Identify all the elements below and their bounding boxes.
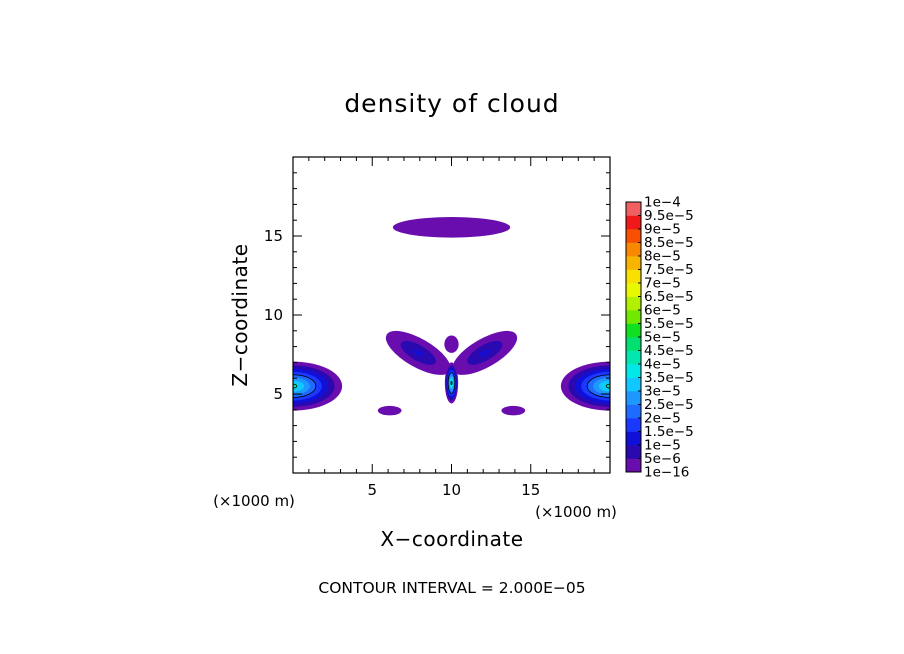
contour-interval-note: CONTOUR INTERVAL = 2.000E−05 (318, 579, 585, 597)
colorbar-label: 1e−5 (644, 438, 681, 454)
density-feature (293, 361, 343, 411)
colorbar-label: 1.5e−5 (644, 424, 694, 440)
contour-band (501, 405, 526, 416)
colorbar-label: 7e−5 (644, 276, 681, 292)
colorbar-label: 3e−5 (644, 384, 681, 400)
density-feature (385, 330, 451, 375)
colorbar-label: 9e−5 (644, 222, 681, 238)
contour-band (377, 405, 402, 416)
contour-band (479, 349, 490, 357)
colorbar-swatch (626, 458, 641, 473)
colorbar-swatch (626, 364, 641, 378)
y-tick-label: 5 (273, 385, 283, 403)
contour-band (606, 384, 610, 389)
contour-band (444, 335, 459, 353)
colorbar-swatch (626, 377, 641, 392)
colorbar-swatch (626, 229, 641, 243)
colorbar-swatch (626, 269, 641, 284)
colorbar-label: 4e−5 (644, 357, 681, 373)
colorbar-swatch (626, 431, 641, 446)
y-tick-label: 10 (264, 306, 283, 324)
colorbar-label: 1e−4 (644, 195, 681, 211)
colorbar-swatch (626, 242, 641, 257)
contour-line (605, 383, 610, 389)
x-tick-label: 5 (367, 481, 377, 499)
colorbar-swatch (626, 256, 641, 270)
x-tick-label: 15 (521, 481, 540, 499)
colorbar-label: 5.5e−5 (644, 316, 694, 332)
y-axis-label: Z−coordinate (228, 243, 252, 386)
density-feature (444, 335, 459, 353)
x-tick-label: 10 (442, 481, 461, 499)
contour-band (392, 217, 511, 238)
colorbar-label: 6e−5 (644, 303, 681, 319)
colorbar-swatch (626, 350, 641, 365)
chart-title: density of cloud (344, 89, 559, 118)
colorbar-swatch (626, 404, 641, 419)
colorbar-label: 8.5e−5 (644, 235, 694, 251)
colorbar-label: 3.5e−5 (644, 370, 694, 386)
density-feature (501, 405, 526, 416)
density-feature (452, 330, 518, 375)
colorbar-swatch (626, 310, 641, 324)
density-feature (560, 361, 610, 411)
colorbar-label: 2.5e−5 (644, 397, 694, 413)
density-feature (377, 405, 402, 416)
contour-line (450, 380, 453, 386)
colorbar-label: 7.5e−5 (644, 262, 694, 278)
colorbar-label: 1e−16 (644, 465, 689, 481)
colorbar-swatch (626, 337, 641, 351)
colorbar-label: 4.5e−5 (644, 343, 694, 359)
colorbar: 1e−165e−61e−51.5e−52e−52.5e−53e−53.5e−54… (625, 195, 694, 481)
colorbar-label: 5e−6 (644, 451, 681, 467)
contour-band (293, 384, 297, 389)
colorbar-label: 6.5e−5 (644, 289, 694, 305)
colorbar-swatch (626, 283, 641, 297)
colorbar-swatch (626, 296, 641, 311)
contour-band (413, 349, 424, 357)
contour-band (293, 380, 305, 392)
colorbar-swatch (626, 323, 641, 338)
density-feature (392, 217, 511, 238)
colorbar-label: 9.5e−5 (644, 208, 694, 224)
axis-ticks: 5 10 15 5 10 15 (264, 157, 610, 499)
colorbar-swatch (626, 202, 641, 216)
colorbar-swatch (626, 215, 641, 230)
colorbar-label: 8e−5 (644, 249, 681, 265)
contour-band (598, 380, 610, 392)
x-unit-label: (×1000 m) (535, 503, 617, 521)
colorbar-label: 5e−5 (644, 330, 681, 346)
contour-line (586, 374, 610, 398)
density-feature (444, 362, 459, 404)
x-axis-label: X−coordinate (380, 527, 523, 551)
contour-field (293, 217, 610, 416)
colorbar-swatch (626, 418, 641, 432)
y-unit-label: (×1000 m) (213, 492, 295, 510)
colorbar-swatch (626, 391, 641, 405)
colorbar-label: 2e−5 (644, 411, 681, 427)
contour-line (447, 372, 456, 394)
colorbar-swatch (626, 445, 641, 459)
plot-frame (292, 156, 611, 474)
y-tick-label: 15 (264, 227, 283, 245)
